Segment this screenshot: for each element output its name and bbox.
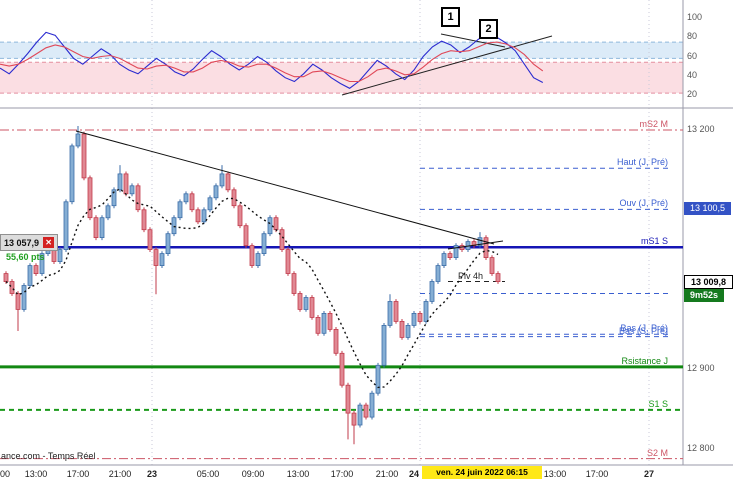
bar-countdown-box: 9m52s — [684, 288, 724, 302]
last-price-axis-box: 13 009,8 — [684, 274, 733, 289]
moving-average-line — [5, 188, 499, 389]
oscillator-lines — [0, 31, 553, 96]
panel-borders — [0, 0, 733, 466]
selected-time-box: ven. 24 juin 2022 06:15 — [422, 466, 542, 479]
alert-price-tag[interactable]: 13 057,9 ✕ — [0, 234, 59, 251]
open-price-axis-box: 13 100,5 — [684, 202, 731, 216]
pattern-marker-2[interactable]: 2 — [479, 19, 498, 39]
pattern-marker-1[interactable]: 1 — [441, 7, 460, 27]
candles[interactable] — [3, 126, 501, 445]
alert-distance-label: 55,60 pts — [6, 252, 45, 262]
close-icon[interactable]: ✕ — [43, 237, 55, 248]
level-lines — [0, 129, 683, 460]
alert-price-label: 13 057,9 — [4, 237, 40, 248]
data-source-label: ance.com - Temps Réel — [1, 451, 96, 461]
trendlines[interactable] — [75, 130, 504, 250]
